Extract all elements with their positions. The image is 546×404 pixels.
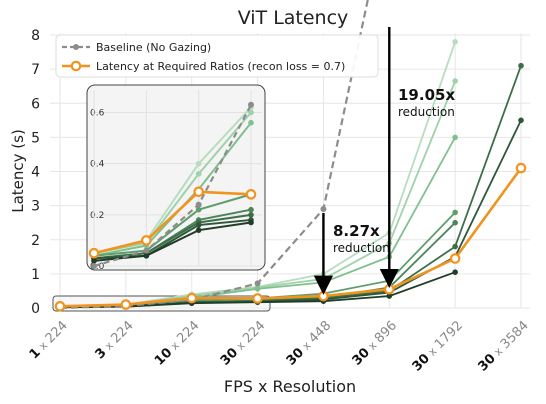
annotation-8x-label: reduction bbox=[333, 241, 390, 255]
series-point bbox=[386, 293, 393, 299]
inset-series-point bbox=[143, 252, 150, 259]
required-ratio-point bbox=[54, 300, 66, 312]
legend-required-marker bbox=[70, 60, 82, 72]
x-tick-label: 30 x 448 bbox=[284, 318, 335, 369]
annotation-19x-label: reduction bbox=[398, 105, 455, 119]
inset-series-point bbox=[195, 160, 202, 167]
inset-series-point bbox=[195, 227, 202, 233]
inset-baseline-point bbox=[143, 247, 150, 254]
inset-series-point bbox=[248, 119, 254, 126]
inset-series-point bbox=[248, 109, 254, 116]
required-ratio-point bbox=[449, 253, 461, 264]
x-tick-label: 1 x 224 bbox=[27, 318, 71, 362]
inset-baseline-point bbox=[248, 101, 254, 108]
legend-box bbox=[55, 34, 379, 78]
baseline-point bbox=[254, 280, 261, 287]
x-tick-label: 30 x 896 bbox=[350, 318, 401, 369]
legend: Baseline (No Gazing) Latency at Required … bbox=[55, 34, 379, 78]
inset-required-point bbox=[88, 247, 100, 259]
series-point bbox=[452, 219, 458, 226]
y-tick-label: 4 bbox=[31, 165, 40, 181]
x-tick-labels: 1 x 224 3 x 224 10 x 224 30 x 224 30 x 448 30… bbox=[27, 318, 532, 374]
inset-series-point bbox=[195, 222, 202, 228]
y-tick-label: 8 bbox=[31, 28, 40, 44]
inset-required-line bbox=[93, 190, 252, 255]
inset-baseline-line bbox=[93, 104, 252, 268]
inset-series-point bbox=[248, 212, 254, 218]
legend-required-label: Latency at Required Ratios (recon loss =… bbox=[96, 60, 345, 73]
y-tick-labels: 0 1 2 3 4 5 6 7 8 bbox=[31, 28, 40, 317]
inset-series-point bbox=[248, 206, 254, 213]
inset-required-point bbox=[193, 186, 204, 198]
inset-required-point bbox=[141, 235, 152, 246]
inset-series-point bbox=[91, 258, 97, 264]
inset-y-tick-label: 0.6 bbox=[90, 108, 105, 118]
chart-title: ViT Latency bbox=[238, 7, 349, 29]
inset-y-tick-label: 0.0 bbox=[90, 262, 105, 272]
series-point bbox=[452, 78, 458, 84]
inset-series-point bbox=[195, 171, 202, 177]
inset-series-line bbox=[93, 213, 252, 260]
required-ratio-point bbox=[515, 162, 527, 174]
inset-series-point bbox=[248, 219, 254, 226]
x-axis-label: FPS x Resolution bbox=[224, 377, 356, 396]
x-tick-label: 30 x 1792 bbox=[410, 318, 466, 374]
annotation-8x-value: 8.27x bbox=[333, 222, 380, 240]
x-tick-label: 3 x 224 bbox=[93, 318, 137, 362]
legend-baseline-marker bbox=[73, 44, 79, 50]
series-point bbox=[452, 209, 458, 216]
series-point bbox=[452, 269, 458, 275]
x-tick-label: 30 x 224 bbox=[218, 318, 269, 369]
y-tick-label: 0 bbox=[31, 301, 40, 317]
x-tick-label: 30 x 3584 bbox=[475, 318, 531, 374]
y-axis-label: Latency (s) bbox=[9, 129, 27, 213]
inset-series-line bbox=[93, 221, 252, 262]
y-tick-label: 3 bbox=[31, 199, 40, 215]
y-tick-label: 2 bbox=[31, 233, 40, 249]
y-tick-label: 6 bbox=[31, 96, 40, 112]
inset-y-tick-label: 0.2 bbox=[90, 211, 104, 221]
y-tick-label: 5 bbox=[31, 130, 40, 146]
required-ratio-point bbox=[120, 299, 132, 310]
series-point bbox=[518, 117, 524, 124]
inset-y-tick-label: 0.4 bbox=[90, 160, 105, 170]
required-ratio-point bbox=[252, 293, 263, 304]
x-tick-label: 10 x 224 bbox=[152, 318, 203, 369]
inset-series-point bbox=[195, 206, 202, 213]
required-ratio-line bbox=[59, 167, 523, 308]
required-ratio-point bbox=[318, 290, 329, 302]
baseline-line bbox=[59, 0, 369, 310]
series-point bbox=[452, 39, 458, 45]
inset-baseline-point bbox=[195, 201, 202, 208]
required-ratio-point bbox=[383, 283, 395, 295]
y-tick-label: 7 bbox=[31, 62, 40, 78]
annotation-19x-value: 19.05x bbox=[398, 86, 455, 104]
inset-series-line bbox=[93, 218, 252, 260]
series-point bbox=[254, 286, 261, 292]
y-tick-label: 1 bbox=[31, 267, 40, 283]
legend-baseline-label: Baseline (No Gazing) bbox=[96, 41, 211, 54]
inset-required-point bbox=[245, 189, 257, 200]
required-ratio-point bbox=[186, 292, 198, 304]
series-point bbox=[518, 62, 524, 69]
series-point bbox=[452, 134, 458, 141]
inset-plot: 0.0 0.2 0.4 0.6 bbox=[86, 84, 266, 272]
series-point bbox=[452, 243, 458, 250]
baseline-point bbox=[320, 206, 327, 213]
inset-baseline-point bbox=[91, 263, 97, 269]
inset-series-line bbox=[93, 193, 252, 257]
